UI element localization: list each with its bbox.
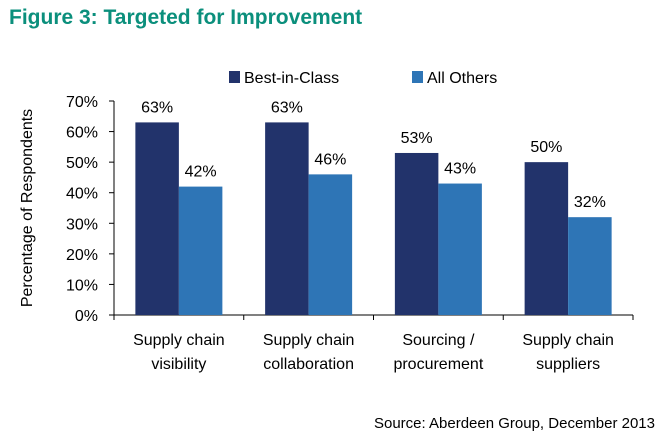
- bar-all-others: [178, 186, 223, 315]
- figure-title: Figure 3: Targeted for Improvement: [9, 6, 363, 29]
- y-tick-label: 0%: [75, 308, 98, 325]
- y-tick-label: 40%: [66, 186, 98, 203]
- y-tick-label: 20%: [66, 247, 98, 264]
- x-category-label: Supply chain: [522, 332, 614, 349]
- y-tick-label: 70%: [66, 94, 98, 111]
- bar-best-in-class: [135, 122, 179, 316]
- legend-swatch: [229, 71, 240, 83]
- y-tick-label: 50%: [66, 155, 98, 172]
- data-label: 63%: [271, 99, 303, 116]
- y-axis-label: Percentage of Respondents: [19, 109, 36, 307]
- bar-all-others: [308, 174, 353, 315]
- x-category-label: Supply chain: [133, 332, 225, 349]
- data-label: 63%: [141, 99, 173, 116]
- bar-best-in-class: [524, 162, 569, 315]
- x-category-label: procurement: [393, 356, 483, 373]
- x-category-label: visibility: [151, 356, 206, 373]
- x-category-label: collaboration: [263, 356, 354, 373]
- data-label: 46%: [314, 151, 346, 168]
- data-label: 50%: [530, 139, 562, 156]
- legend-swatch: [412, 71, 423, 83]
- source-note: Source: Aberdeen Group, December 2013: [373, 415, 655, 432]
- bar-all-others: [438, 183, 482, 315]
- y-tick-label: 30%: [66, 216, 98, 233]
- bar-best-in-class: [394, 152, 439, 315]
- bar-all-others: [568, 217, 612, 315]
- x-category-label: suppliers: [536, 356, 600, 373]
- y-tick-label: 10%: [66, 277, 98, 294]
- data-label: 43%: [444, 161, 476, 178]
- legend-label: Best-in-Class: [244, 70, 339, 87]
- legend-label: All Others: [427, 70, 497, 87]
- data-label: 53%: [401, 130, 433, 147]
- x-category-label: Sourcing /: [402, 332, 475, 349]
- bar-best-in-class: [265, 122, 309, 316]
- y-tick-label: 60%: [66, 125, 98, 142]
- data-label: 42%: [185, 164, 217, 181]
- x-category-label: Supply chain: [263, 332, 355, 349]
- data-label: 32%: [574, 194, 606, 211]
